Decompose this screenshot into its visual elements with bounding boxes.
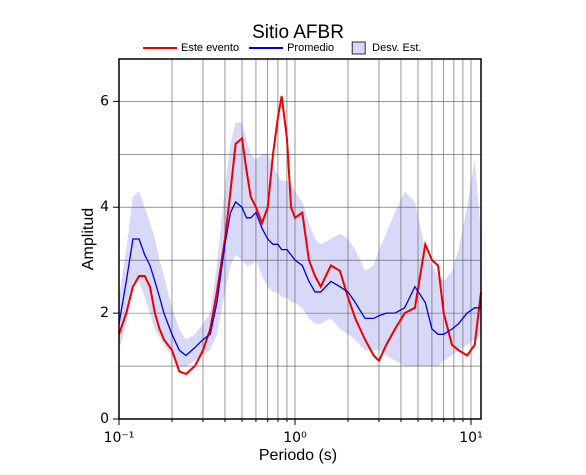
legend-label: Desv. Est.	[372, 42, 421, 54]
y-axis-label: Amplitud	[80, 208, 97, 270]
x-tick-label: 10⁰	[283, 430, 307, 446]
series-line	[118, 200, 481, 357]
x-axis-label: Periodo (s)	[259, 447, 337, 464]
chart-title: Sitio AFBR	[252, 22, 344, 43]
y-tick-label: 6	[100, 93, 109, 109]
series-line	[118, 95, 482, 376]
legend-label: Este evento	[181, 42, 239, 54]
legend-label: Promedio	[287, 42, 334, 54]
x-tick-label: 10⁻¹	[104, 430, 135, 446]
x-tick-label: 10¹	[459, 430, 482, 446]
y-tick-label: 2	[100, 305, 109, 321]
y-tick-label: 4	[100, 199, 109, 215]
y-tick-label: 0	[100, 411, 109, 427]
std-band	[119, 122, 481, 367]
plot-frame	[118, 58, 482, 420]
legend-swatch	[351, 41, 366, 55]
